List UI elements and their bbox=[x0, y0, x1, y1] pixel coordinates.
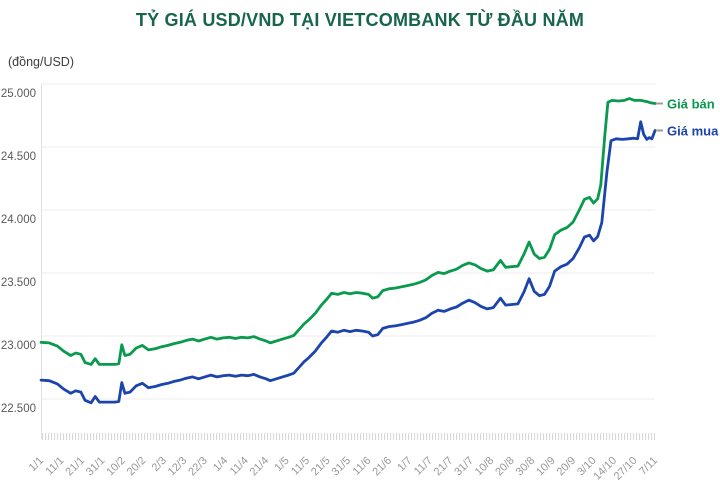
x-tick-label: 21/5 bbox=[309, 455, 333, 479]
chart-title: TỶ GIÁ USD/VND TẠI VIETCOMBANK TỪ ĐẦU NĂ… bbox=[135, 10, 585, 30]
axes bbox=[41, 84, 655, 440]
legend-label: Giá mua bbox=[667, 123, 719, 139]
x-tick-label: 11/7 bbox=[412, 455, 435, 478]
x-tick-label: 7/11 bbox=[637, 455, 660, 478]
x-tick-label: 1/1 bbox=[27, 455, 46, 474]
legend-entry-gia-mua: Giá mua bbox=[656, 123, 718, 138]
x-tick-label: 20/9 bbox=[555, 455, 579, 479]
x-tick-label: 10/2 bbox=[104, 455, 128, 479]
x-tick-label: 27/10 bbox=[612, 455, 640, 483]
legend-label: Giá bán bbox=[667, 96, 715, 112]
legend-dash bbox=[656, 102, 663, 105]
x-tick-label: 31/1 bbox=[84, 455, 108, 479]
legend-dash bbox=[656, 129, 663, 132]
x-tick-label: 10/8 bbox=[473, 455, 497, 479]
x-tick-label: 11/6 bbox=[351, 455, 374, 478]
y-tick-label: 24.000 bbox=[1, 214, 36, 226]
x-tick-label: 10/9 bbox=[534, 455, 558, 479]
series-line-gia-mua bbox=[39, 120, 657, 405]
y-tick-label: 22.500 bbox=[1, 403, 36, 415]
x-tick-label: 11/4 bbox=[228, 455, 251, 478]
series-line-gia-ban bbox=[39, 97, 657, 366]
x-tick-label: 12/3 bbox=[166, 455, 190, 479]
y-tick-label: 24.500 bbox=[1, 151, 36, 163]
x-tick-label: 21/6 bbox=[370, 455, 394, 479]
x-tick-label: 21/4 bbox=[248, 455, 272, 479]
x-tick-label: 20/8 bbox=[493, 455, 517, 479]
x-tick-label: 21/1 bbox=[63, 455, 87, 479]
x-tick-label: 22/3 bbox=[186, 455, 210, 479]
x-tick-label: 30/8 bbox=[514, 455, 538, 479]
y-tick-label: 23.500 bbox=[1, 277, 36, 289]
x-tick-label: 31/5 bbox=[329, 455, 353, 479]
x-tick-label: 11/1 bbox=[44, 455, 67, 478]
data-series-lines bbox=[39, 97, 657, 405]
x-tick-label: 20/2 bbox=[125, 455, 149, 479]
y-tick-label: 25.000 bbox=[1, 88, 36, 100]
x-tick-label: 1/5 bbox=[272, 455, 291, 474]
legend-entry-gia-ban: Giá bán bbox=[656, 96, 715, 111]
x-tick-label: 1/4 bbox=[211, 455, 230, 474]
x-tick-label: 31/7 bbox=[452, 455, 476, 479]
x-tick-label: 21/7 bbox=[432, 455, 456, 479]
y-axis-unit-label: (đồng/USD) bbox=[8, 55, 74, 69]
y-tick-label: 23.000 bbox=[1, 340, 36, 352]
x-axis-daily-ticks bbox=[41, 433, 655, 440]
x-tick-label: 1/7 bbox=[395, 455, 414, 474]
x-tick-label: 11/5 bbox=[289, 455, 312, 478]
x-axis-tick-labels: 1/111/121/131/110/220/2 2/312/322/3 1/411/… bbox=[27, 455, 660, 483]
y-axis-tick-labels: 22.500 23.000 23.500 24.000 24.500 25.000 bbox=[1, 88, 36, 415]
